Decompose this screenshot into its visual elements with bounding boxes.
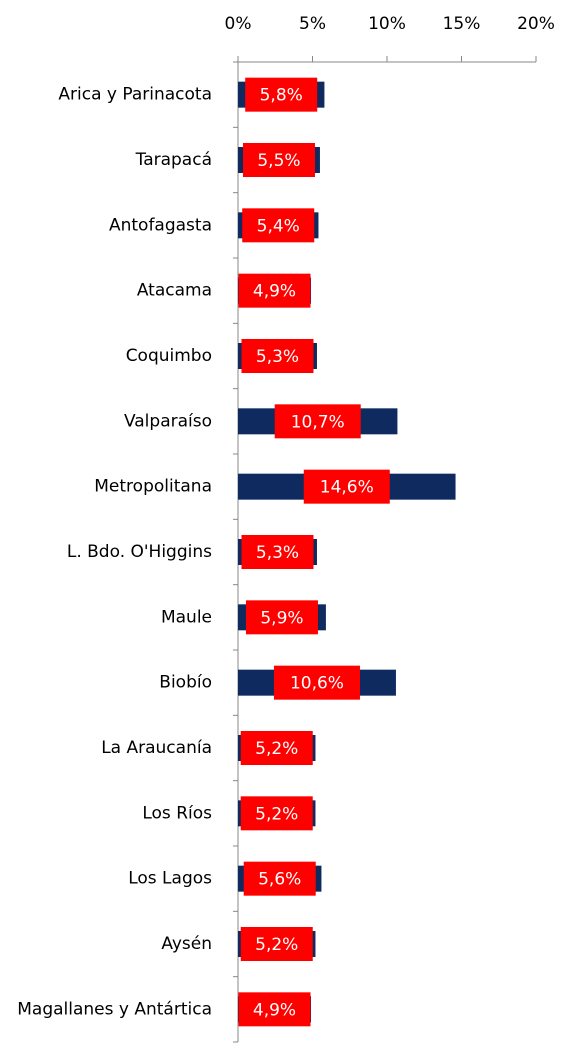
y-tick-label: Los Ríos xyxy=(142,803,212,823)
y-tick-label: Valparaíso xyxy=(124,411,212,431)
value-label-box xyxy=(240,927,313,961)
value-label-box xyxy=(238,992,311,1027)
value-label: 5,4% xyxy=(257,216,300,236)
y-tick-label: Atacama xyxy=(137,281,212,301)
value-label: 14,6% xyxy=(320,478,374,498)
value-label: 5,2% xyxy=(255,935,298,955)
value-label: 5,3% xyxy=(256,543,299,563)
x-tick-label: 15% xyxy=(443,14,481,34)
value-label: 5,2% xyxy=(255,804,298,824)
value-label-box xyxy=(303,469,390,504)
value-label: 10,6% xyxy=(290,674,344,694)
y-tick-label: Tarapacá xyxy=(135,150,212,170)
value-label-box xyxy=(273,665,360,700)
value-label-box xyxy=(245,77,318,112)
value-label: 5,3% xyxy=(256,347,299,367)
y-tick-label: Biobío xyxy=(159,673,212,693)
y-tick-label: La Araucanía xyxy=(101,738,212,758)
value-label-box xyxy=(243,861,316,896)
x-tick-label: 20% xyxy=(517,14,555,34)
x-tick-label: 0% xyxy=(225,14,252,34)
y-tick-label: Magallanes y Antártica xyxy=(17,999,212,1019)
value-label-box xyxy=(245,600,318,635)
y-tick-label: Aysén xyxy=(161,934,212,954)
value-label: 5,5% xyxy=(257,151,300,171)
value-label-box xyxy=(238,273,311,308)
value-label: 5,9% xyxy=(260,608,303,628)
value-label-box xyxy=(242,143,315,177)
value-label: 4,9% xyxy=(253,1000,296,1020)
value-label: 5,2% xyxy=(255,739,298,759)
value-label: 5,8% xyxy=(260,86,303,106)
x-tick-label: 5% xyxy=(299,14,326,34)
value-label-box xyxy=(274,404,361,439)
value-label-box xyxy=(240,796,313,831)
value-label: 10,7% xyxy=(291,412,345,432)
y-tick-label: Coquimbo xyxy=(126,346,212,366)
value-label-box xyxy=(242,208,315,243)
value-label: 5,6% xyxy=(258,870,301,890)
value-label: 4,9% xyxy=(253,282,296,302)
y-tick-label: Metropolitana xyxy=(94,477,212,497)
x-tick-label: 10% xyxy=(368,14,406,34)
value-label-box xyxy=(241,535,314,569)
y-tick-label: Maule xyxy=(161,607,212,627)
y-tick-label: L. Bdo. O'Higgins xyxy=(67,542,212,562)
y-tick-label: Los Lagos xyxy=(128,869,212,889)
value-label-box xyxy=(241,339,314,373)
y-tick-label: Arica y Parinacota xyxy=(58,85,212,105)
y-tick-label: Antofagasta xyxy=(109,215,212,235)
value-label-box xyxy=(240,731,313,765)
